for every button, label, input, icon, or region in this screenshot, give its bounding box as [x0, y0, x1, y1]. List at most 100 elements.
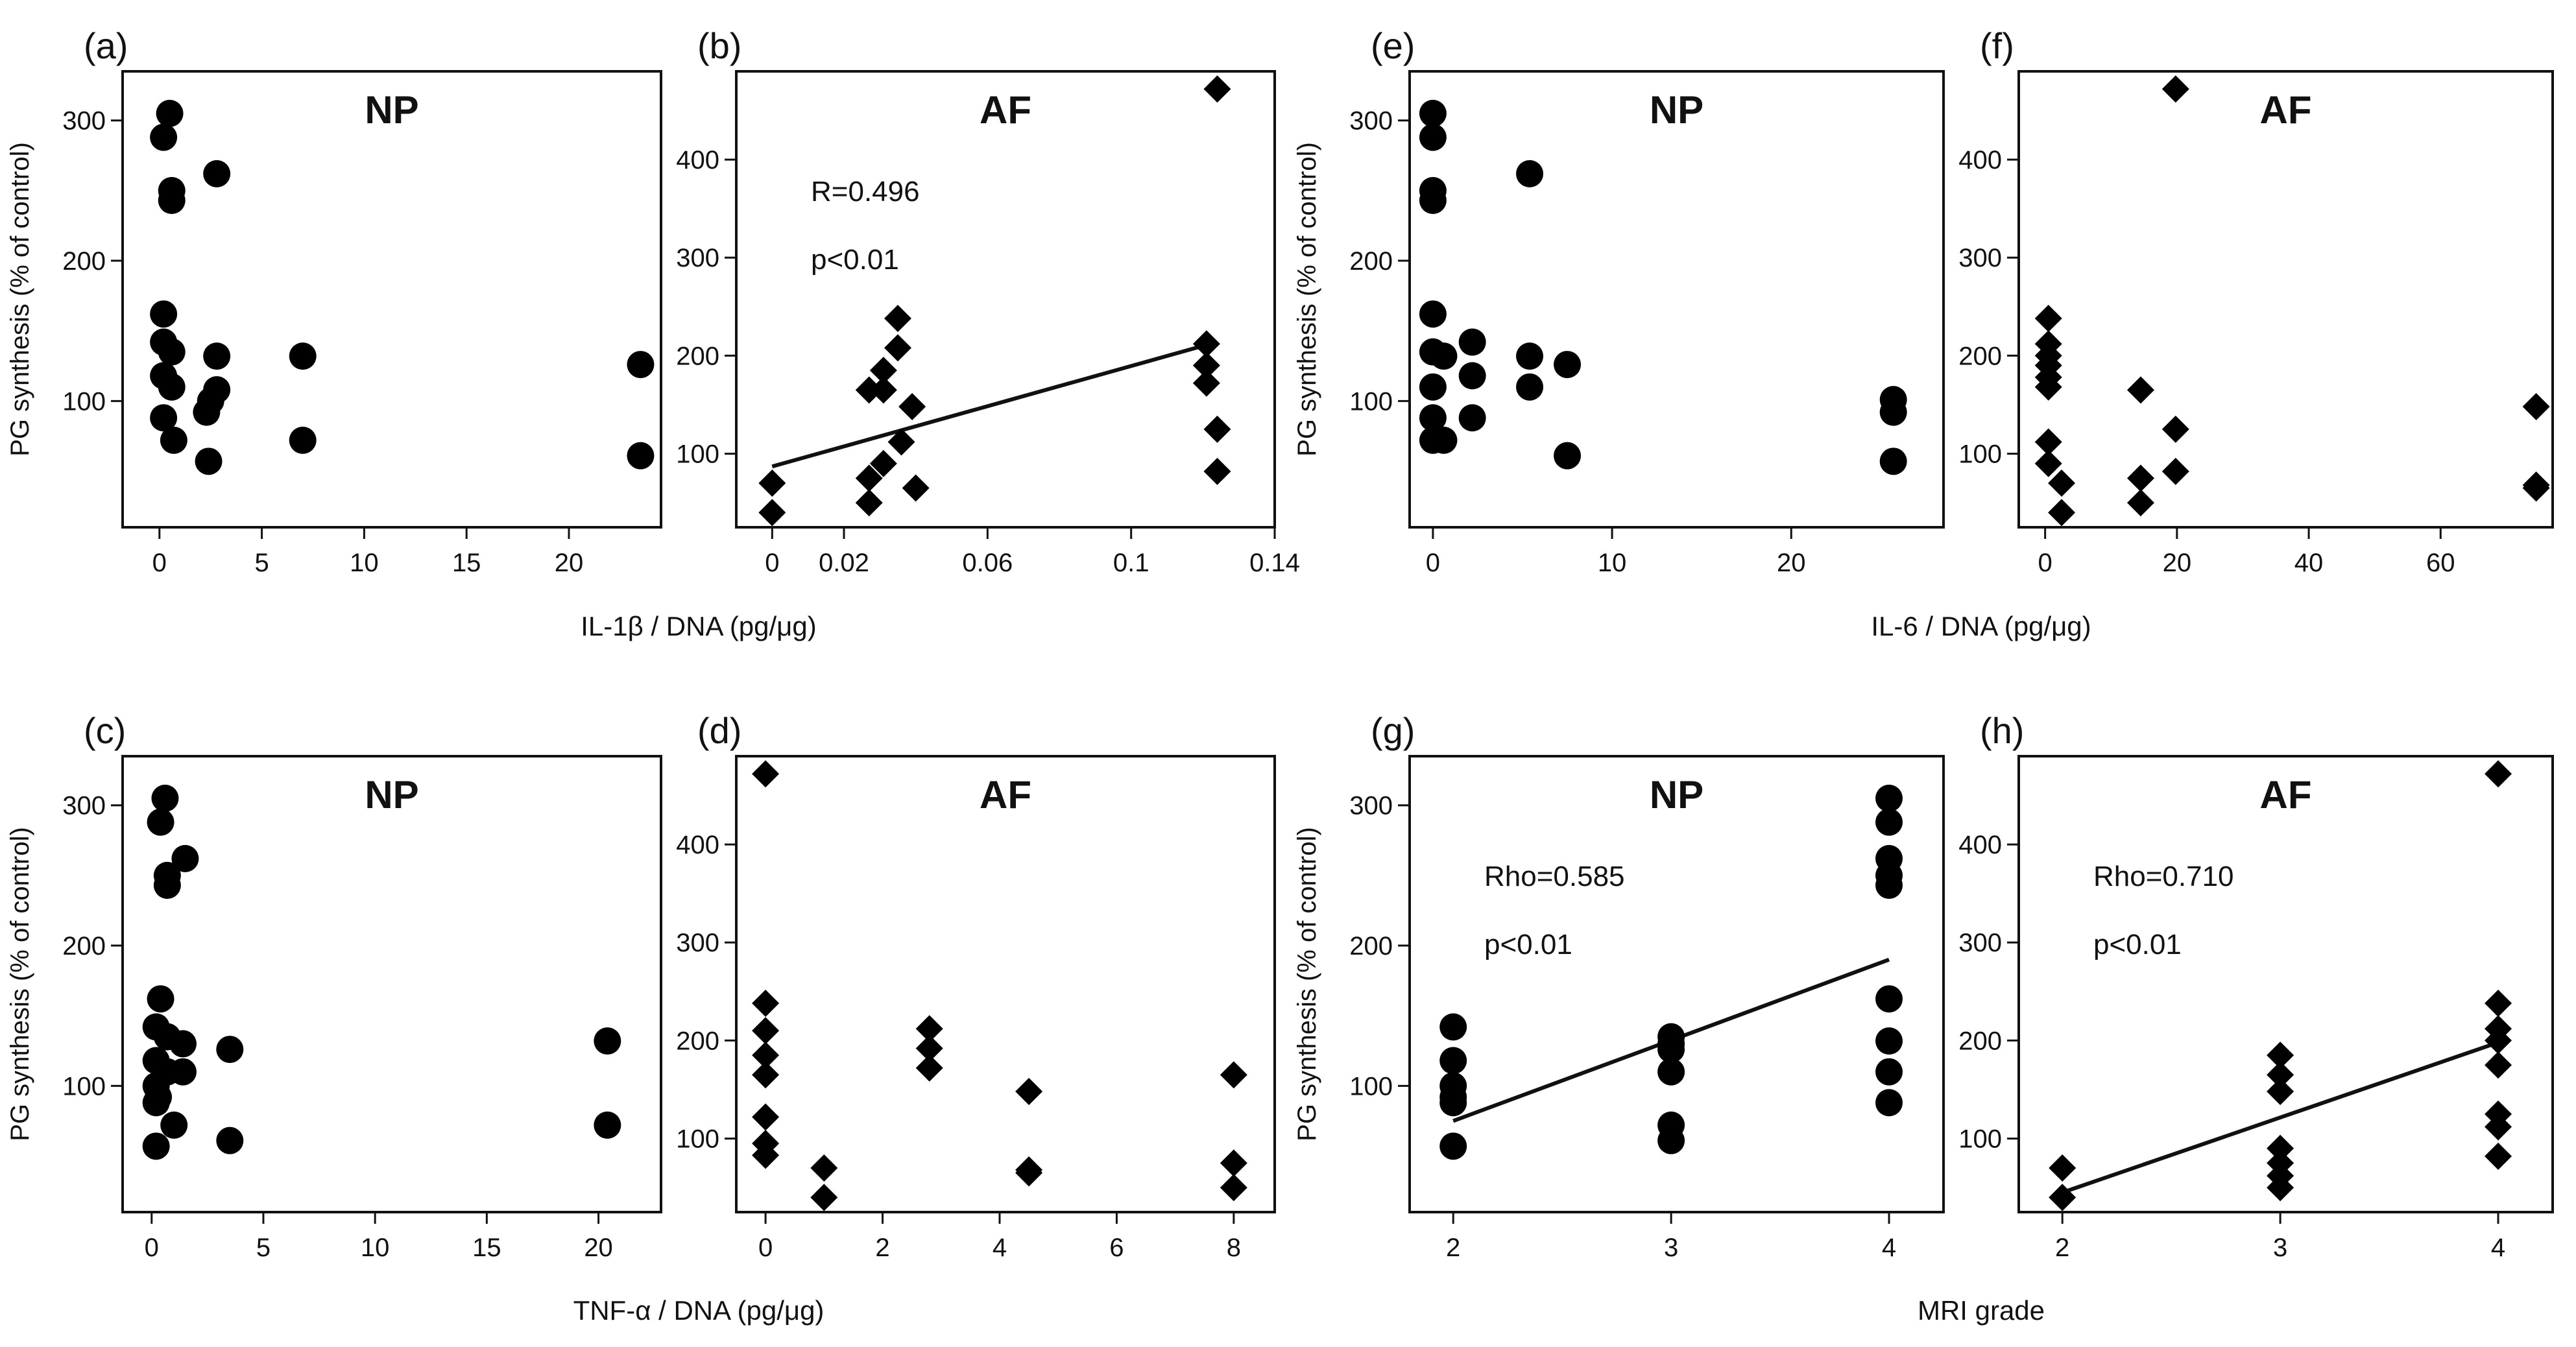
panel-g: (g) NP 2 3 4 100 200 300 PG synthesis (% of cont… — [1293, 710, 1945, 1262]
stat-annotation: Rho=0.585 — [1484, 861, 1625, 892]
x-tick-label: 20 — [2163, 549, 2192, 577]
y-tick-label: 300 — [62, 107, 106, 136]
data-point — [1419, 99, 1447, 127]
data-point — [1430, 426, 1458, 454]
plot-frame — [2017, 755, 2554, 1213]
data-point — [203, 342, 231, 370]
x-tick-label: 0 — [1426, 549, 1440, 577]
data-point — [1220, 1061, 1247, 1089]
y-tick-label: 200 — [1349, 247, 1393, 276]
x-tick-label: 0 — [145, 1234, 159, 1262]
data-point — [2485, 1142, 2512, 1170]
y-tick-label: 400 — [676, 146, 719, 174]
stat-annotation: p<0.01 — [2093, 929, 2182, 960]
panel-label: (d) — [697, 710, 741, 751]
data-point — [147, 985, 175, 1013]
y-tick-label: 300 — [676, 929, 719, 957]
data-point — [2161, 75, 2189, 103]
data-point — [2485, 1113, 2512, 1141]
regression-line — [771, 342, 1211, 469]
data-point — [1203, 415, 1231, 443]
y-axis-label: PG synthesis (% of control) — [1293, 142, 1321, 457]
panel-c: (c) NP 0 5 10 15 20 100 200 300 PG synthesis (% of… — [6, 710, 662, 1262]
plot-frame — [735, 755, 1276, 1213]
y-tick-label: 100 — [676, 1125, 719, 1154]
panel-a: (a) NP 0 5 10 15 20 100 200 300 PG synthesis (% of… — [6, 25, 662, 577]
data-point — [169, 1058, 197, 1086]
x-tick-label: 4 — [993, 1234, 1007, 1262]
data-point — [884, 334, 911, 362]
data-point — [594, 1027, 621, 1055]
y-axis-label: PG synthesis (% of control) — [1293, 827, 1321, 1141]
data-point — [156, 99, 184, 127]
data-point — [160, 426, 187, 454]
data-point — [1657, 1036, 1685, 1064]
y-tick-label: 300 — [62, 792, 106, 820]
data-point — [158, 373, 186, 401]
data-point — [869, 357, 897, 385]
data-point — [758, 499, 786, 527]
y-tick-label: 100 — [1349, 387, 1393, 416]
y-tick-label: 200 — [1349, 932, 1393, 960]
data-point — [1516, 342, 1544, 370]
panel-title: NP — [365, 773, 418, 817]
y-tick-label: 100 — [1349, 1072, 1393, 1101]
data-point — [160, 1111, 188, 1139]
x-axis-label: TNF-α / DNA (pg/μg) — [573, 1295, 825, 1326]
data-point — [1015, 1156, 1043, 1184]
panel-label: (b) — [697, 25, 741, 66]
data-point — [171, 844, 199, 872]
data-point — [2522, 474, 2550, 502]
y-tick-label: 100 — [1958, 1125, 2002, 1154]
panel-label: (e) — [1371, 25, 1415, 66]
data-point — [150, 300, 178, 328]
data-point — [869, 449, 897, 477]
panel-title: AF — [2260, 88, 2312, 132]
data-point — [2485, 1051, 2512, 1079]
data-point — [216, 1126, 244, 1154]
data-point — [2034, 373, 2062, 401]
data-point — [1879, 398, 1907, 426]
data-point — [884, 304, 911, 332]
data-point — [855, 489, 883, 517]
data-point — [855, 376, 883, 404]
data-point — [1879, 447, 1907, 475]
data-point — [869, 376, 897, 404]
data-point — [1419, 187, 1447, 215]
y-tick-label: 200 — [676, 1027, 719, 1055]
y-axis-label: PG synthesis (% of control) — [6, 827, 34, 1141]
data-point — [151, 784, 179, 812]
data-point — [1875, 1089, 1903, 1117]
stat-annotation: Rho=0.710 — [2093, 861, 2234, 892]
data-point — [915, 1054, 943, 1082]
data-point — [1875, 1027, 1903, 1055]
data-point — [169, 1030, 197, 1058]
data-point — [158, 338, 186, 366]
data-point — [1458, 404, 1486, 432]
x-tick-label: 2 — [1446, 1234, 1460, 1262]
data-point — [2267, 1134, 2294, 1162]
data-point — [1439, 1013, 1467, 1041]
x-tick-label: 15 — [452, 549, 481, 577]
data-point — [898, 393, 926, 421]
data-point — [758, 469, 786, 497]
data-point — [1657, 1126, 1685, 1154]
plot-frame — [735, 70, 1276, 529]
data-point — [1419, 404, 1447, 432]
y-tick-label: 300 — [676, 244, 719, 272]
x-tick-label: 0 — [758, 1234, 773, 1262]
data-point — [158, 187, 186, 215]
x-tick-label: 0 — [152, 549, 167, 577]
data-point — [2522, 393, 2550, 421]
data-point — [1203, 457, 1231, 485]
data-point — [1657, 1058, 1685, 1086]
x-axis-label: MRI grade — [1918, 1295, 2045, 1326]
data-point — [142, 1089, 170, 1117]
data-point — [1192, 352, 1220, 379]
data-point — [2034, 428, 2062, 456]
data-point — [150, 123, 178, 151]
x-tick-label: 10 — [361, 1234, 390, 1262]
panel-title: AF — [980, 88, 1031, 132]
data-point — [594, 1111, 621, 1139]
